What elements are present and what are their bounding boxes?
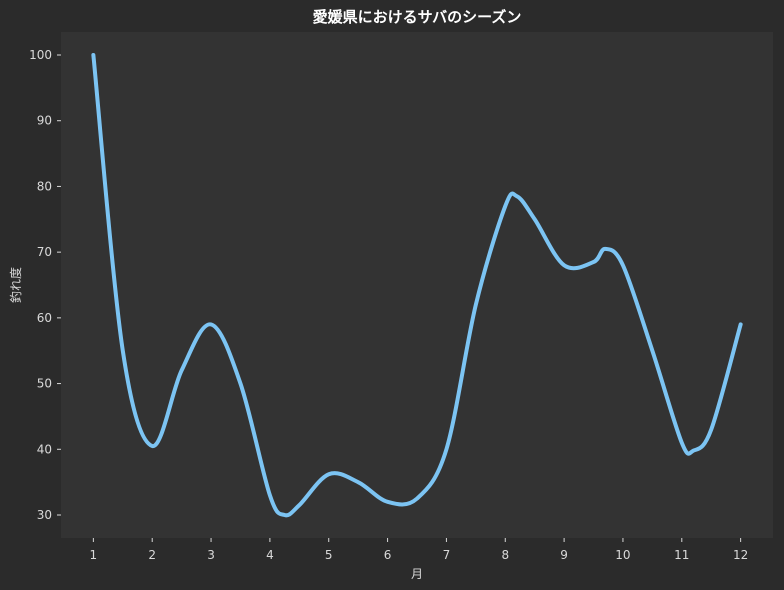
y-tick-label: 80 — [37, 179, 52, 193]
y-axis-label: 釣れ度 — [8, 267, 23, 303]
x-tick-label: 8 — [501, 548, 509, 562]
series-line — [91, 53, 743, 518]
y-tick-label: 100 — [29, 48, 52, 62]
y-tick-label: 40 — [37, 442, 52, 456]
x-tick-label: 10 — [615, 548, 630, 562]
x-axis-label: 月 — [411, 567, 423, 581]
x-tick-label: 2 — [148, 548, 156, 562]
x-tick-label: 5 — [325, 548, 333, 562]
y-tick-label: 60 — [37, 311, 52, 325]
x-tick-label: 9 — [560, 548, 568, 562]
y-tick-label: 70 — [37, 245, 52, 259]
x-tick-label: 12 — [733, 548, 748, 562]
x-tick-label: 6 — [384, 548, 392, 562]
x-tick-label: 11 — [674, 548, 689, 562]
plot-area — [61, 32, 773, 538]
y-tick-label: 50 — [37, 377, 52, 391]
y-axis-ticks: 30 40 50 60 70 80 90 100 — [29, 48, 61, 522]
chart-title: 愛媛県におけるサバのシーズン — [313, 8, 522, 26]
x-tick-label: 7 — [443, 548, 451, 562]
x-axis-ticks: 1 2 3 4 5 6 7 8 9 10 11 12 — [90, 538, 748, 562]
x-tick-label: 3 — [207, 548, 215, 562]
x-tick-label: 4 — [266, 548, 274, 562]
x-tick-label: 1 — [90, 548, 98, 562]
y-tick-label: 90 — [37, 114, 52, 128]
y-tick-label: 30 — [37, 508, 52, 522]
